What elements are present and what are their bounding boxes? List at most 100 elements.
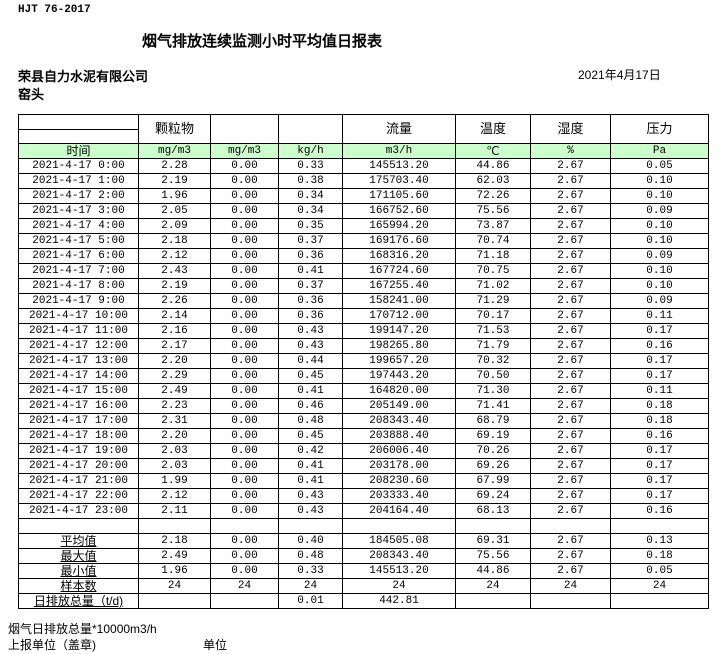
table-row: 2021-4-17 7:00 2.43 0.00 0.41 167724.60 70.75…	[18, 263, 709, 279]
table-row-cell: 0.00	[210, 248, 279, 264]
table-row-cell: 2.67	[530, 398, 611, 414]
table-row-cell: 0.00	[210, 368, 279, 384]
table-row-cell: 203888.40	[342, 428, 456, 444]
table-row-cell: 0.00	[210, 188, 279, 204]
header-row-cell: 颗粒物	[138, 114, 211, 144]
summary-row-cell: 208343.40	[342, 548, 456, 564]
table-row-cell: 2021-4-17 3:00	[18, 203, 139, 219]
unit-row-cell: %	[530, 143, 611, 159]
table-row: 2021-4-17 12:00 2.17 0.00 0.43 198265.80 71.7…	[18, 338, 709, 354]
table-row: 2021-4-17 2:00 1.96 0.00 0.34 171105.60 72.26…	[18, 188, 709, 204]
table-row-cell: 2021-4-17 22:00	[18, 488, 139, 504]
table-row-cell: 0.17	[610, 323, 709, 339]
table-row: 2021-4-17 4:00 2.09 0.00 0.35 165994.20 73.87…	[18, 218, 709, 234]
table-row-cell: 0.00	[210, 263, 279, 279]
summary-row-cell: 最小值	[18, 563, 139, 579]
table-row-cell: 0.43	[278, 503, 343, 519]
table-row-cell: 167724.60	[342, 263, 456, 279]
table-row-cell: 0.10	[610, 173, 709, 189]
summary-row: 样本数 24 24 24 24 24 24 24	[18, 578, 709, 594]
table-row-cell: 0.00	[210, 278, 279, 294]
summary-row-cell: 44.86	[455, 563, 531, 579]
table-row-cell: 75.56	[455, 203, 531, 219]
table-row-cell: 0.09	[610, 248, 709, 264]
table-row-cell: 0.00	[210, 413, 279, 429]
table-row: 2021-4-17 11:00 2.16 0.00 0.43 199147.20 71.5…	[18, 323, 709, 339]
table-row-cell: 2021-4-17 17:00	[18, 413, 139, 429]
table-row-cell: 0.17	[610, 473, 709, 489]
table-row-cell: 2.03	[138, 443, 211, 459]
table-row: 2021-4-17 8:00 2.19 0.00 0.37 167255.40 71.02…	[18, 278, 709, 294]
table-row-cell: 205149.00	[342, 398, 456, 414]
table-row-cell: 171105.60	[342, 188, 456, 204]
table-row-cell: 68.13	[455, 503, 531, 519]
table-row-cell: 2.49	[138, 383, 211, 399]
table-row-cell: 198265.80	[342, 338, 456, 354]
table-row-cell: 0.00	[210, 353, 279, 369]
summary-row-cell: 24	[138, 578, 211, 594]
table-row-cell: 2.16	[138, 323, 211, 339]
summary-row-cell: 24	[530, 578, 611, 594]
summary-row-cell	[210, 593, 279, 609]
summary-row-cell: 日排放总量（t/d)	[18, 593, 139, 609]
table-row-cell: 2021-4-17 2:00	[18, 188, 139, 204]
table-row-cell: 2.43	[138, 263, 211, 279]
table-row-cell: 68.79	[455, 413, 531, 429]
table-row-cell: 0.37	[278, 278, 343, 294]
table-row-cell: 0.17	[610, 458, 709, 474]
table-row-cell: 0.10	[610, 218, 709, 234]
table-row-cell: 0.00	[210, 233, 279, 249]
header-row-cell	[18, 114, 139, 144]
table-row-cell: 2021-4-17 14:00	[18, 368, 139, 384]
table-row-cell: 0.09	[610, 203, 709, 219]
table-row-cell: 1.96	[138, 188, 211, 204]
summary-row-cell: 2.18	[138, 533, 211, 549]
unit-row-cell: mg/m3	[138, 143, 211, 159]
table-row: 2021-4-17 19:00 2.03 0.00 0.42 206006.40 70.2…	[18, 443, 709, 459]
table-row-cell: 0.11	[610, 383, 709, 399]
summary-row-cell: 0.00	[210, 548, 279, 564]
table-row-cell: 0.10	[610, 188, 709, 204]
table-row-cell: 0.10	[610, 233, 709, 249]
summary-row-cell: 0.48	[278, 548, 343, 564]
table-row-cell: 0.41	[278, 473, 343, 489]
table-row-cell: 69.24	[455, 488, 531, 504]
table-row: 2021-4-17 13:00 2.20 0.00 0.44 199657.20 70.3…	[18, 353, 709, 369]
table-row-cell: 2.03	[138, 458, 211, 474]
table-row-cell: 199657.20	[342, 353, 456, 369]
table-row-cell: 2021-4-17 19:00	[18, 443, 139, 459]
table-row-cell: 208343.40	[342, 413, 456, 429]
table-row-cell: 2.67	[530, 263, 611, 279]
table-row-cell: 70.32	[455, 353, 531, 369]
summary-row-cell	[455, 593, 531, 609]
company-name: 荣县自力水泥有限公司	[18, 69, 149, 84]
table-row-cell: 0.05	[610, 158, 709, 174]
table-row-cell: 0.18	[610, 413, 709, 429]
table-row: 2021-4-17 15:00 2.49 0.00 0.41 164820.00 71.3…	[18, 383, 709, 399]
table-row-cell: 0.46	[278, 398, 343, 414]
table-row-cell: 71.41	[455, 398, 531, 414]
table-row-cell: 2.67	[530, 323, 611, 339]
table-row-cell: 0.33	[278, 158, 343, 174]
table-row-cell: 2.67	[530, 458, 611, 474]
table-row-cell: 2.14	[138, 308, 211, 324]
summary-row-cell: 0.18	[610, 548, 709, 564]
table-row-cell: 0.41	[278, 458, 343, 474]
table-row-cell: 2.67	[530, 218, 611, 234]
table-row-cell: 67.99	[455, 473, 531, 489]
header-row-cell	[278, 114, 343, 144]
blank-row-cell	[455, 518, 531, 534]
table-row-cell: 0.44	[278, 353, 343, 369]
summary-row-cell: 0.00	[210, 533, 279, 549]
table-row-cell: 0.00	[210, 338, 279, 354]
table-row-cell: 2.09	[138, 218, 211, 234]
table-row-cell: 2.67	[530, 338, 611, 354]
summary-row-cell: 2.67	[530, 533, 611, 549]
table-row: 2021-4-17 17:00 2.31 0.00 0.48 208343.40 68.7…	[18, 413, 709, 429]
header-row-cell: 温度	[455, 114, 531, 144]
table-row-cell: 73.87	[455, 218, 531, 234]
location-label: 窑头	[18, 87, 45, 102]
summary-row-cell: 1.96	[138, 563, 211, 579]
table-row-cell: 2021-4-17 16:00	[18, 398, 139, 414]
summary-row-cell: 最大值	[18, 548, 139, 564]
